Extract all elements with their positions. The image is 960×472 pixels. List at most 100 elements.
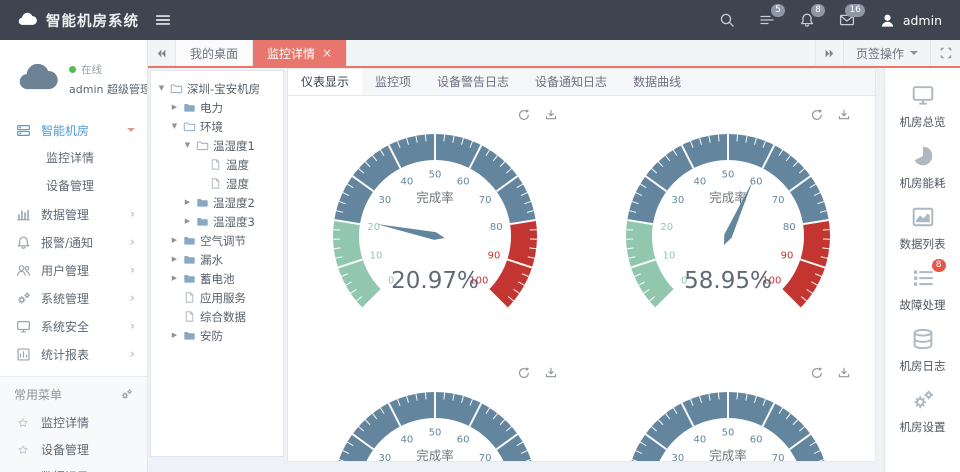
gauge-major-tick	[781, 289, 802, 309]
rightbar-item-room-setting[interactable]: 机房设置	[885, 388, 960, 449]
tree-node[interactable]: ▼ 深圳-宝安机房	[157, 79, 281, 98]
download-icon[interactable]	[544, 108, 558, 124]
gauge-minor-tick	[643, 288, 650, 294]
refresh-icon[interactable]	[517, 366, 531, 382]
gauge-minor-tick	[521, 273, 529, 277]
tree-node[interactable]: ▶ 温湿度2	[157, 193, 281, 212]
gauge-minor-tick	[745, 393, 748, 401]
online-dot	[69, 65, 76, 73]
sidebar-item-data-mgmt[interactable]: 数据管理 ›	[0, 200, 147, 228]
rightbar-item-room-log[interactable]: 机房日志	[885, 327, 960, 388]
tree-toggle-icon[interactable]: ▼	[171, 122, 178, 130]
download-icon[interactable]	[837, 108, 851, 124]
sidebar-item-smart-room[interactable]: 智能机房	[0, 116, 147, 144]
folder-icon	[183, 101, 196, 114]
gauge-minor-tick	[708, 135, 711, 143]
tree-node[interactable]: ▶ 空气调节	[157, 231, 281, 250]
refresh-icon[interactable]	[517, 108, 531, 124]
gauge-major-tick	[468, 402, 482, 427]
tree-node[interactable]: 应用服务	[157, 288, 281, 307]
tree-node[interactable]: 湿度	[157, 174, 281, 193]
tabs-scroll-left-icon[interactable]	[148, 40, 176, 66]
gauge-minor-tick	[452, 393, 455, 401]
tab-label: 监控详情	[267, 46, 316, 61]
gauge-major-tick	[495, 175, 518, 193]
download-icon[interactable]	[544, 366, 558, 382]
tree-node[interactable]: ▶ 电力	[157, 98, 281, 117]
users-icon	[16, 263, 31, 278]
tree-node[interactable]: ▼ 环境	[157, 117, 281, 136]
rightbar-item-data-list[interactable]: 数据列表	[885, 205, 960, 266]
favorite-item-device-mgmt[interactable]: 设备管理	[0, 436, 147, 463]
chevron-right-icon: ›	[129, 206, 135, 222]
folder-icon	[196, 215, 209, 228]
refresh-icon[interactable]	[810, 108, 824, 124]
tree-toggle-icon[interactable]: ▶	[171, 236, 178, 244]
gauge-minor-tick	[818, 458, 825, 461]
tree-toggle-icon[interactable]: ▶	[184, 198, 191, 206]
search-icon[interactable]	[719, 12, 735, 28]
tree-toggle-icon[interactable]: ▶	[171, 274, 178, 282]
profile-block: 在线 admin 超级管理员	[0, 40, 147, 116]
tabs-scroll-right-icon[interactable]	[814, 40, 843, 66]
gauge-minor-tick	[801, 296, 808, 302]
gauge-minor-tick	[371, 413, 377, 420]
gauge-minor-tick	[340, 273, 348, 277]
tab-my-desktop[interactable]: 我的桌面	[176, 40, 254, 66]
content-tab-1[interactable]: 监控项	[375, 75, 412, 89]
sidebar-item-system-mgmt[interactable]: 系统管理 ›	[0, 284, 147, 312]
tab-monitor-detail[interactable]: 监控详情 ×	[253, 40, 348, 66]
favorite-item-monitor-detail[interactable]: 监控详情	[0, 409, 147, 436]
content-tab-0[interactable]: 仪表显示	[288, 69, 363, 95]
tree-toggle-icon[interactable]: ▶	[171, 103, 178, 111]
tab-actions-dropdown[interactable]: 页签操作	[842, 40, 930, 66]
rightbar-item-room-energy[interactable]: 机房能耗	[885, 144, 960, 205]
refresh-icon[interactable]	[810, 366, 824, 382]
user-menu[interactable]: admin	[879, 12, 942, 29]
device-tree-panel: ▼ 深圳-宝安机房 ▶ 电力 ▼ 环境 ▼ 温湿度1 温度 湿度 ▶ 温湿度2 ▶ 温湿度3 ▶ 空气调节 ▶ 漏…	[150, 70, 284, 457]
gauge-minor-tick	[640, 441, 647, 447]
gauge-minor-tick	[379, 149, 385, 157]
tree-node[interactable]: ▼ 温湿度1	[157, 136, 281, 155]
gauge-major-tick	[495, 433, 518, 451]
tree-node[interactable]: ▶ 蓄电池	[157, 269, 281, 288]
gauge-minor-tick	[379, 407, 385, 415]
close-icon[interactable]: ×	[322, 46, 333, 60]
sidebar-item-stat-report[interactable]: 统计报表 ›	[0, 340, 147, 368]
content-tab-4[interactable]: 数据曲线	[633, 75, 682, 89]
tree-node[interactable]: ▶ 漏水	[157, 250, 281, 269]
content-tab-2[interactable]: 设备警告日志	[437, 75, 510, 89]
hamburger-menu-icon[interactable]	[154, 11, 172, 29]
rightbar-item-fault-handle[interactable]: 8 故障处理	[885, 259, 960, 327]
alerts-button[interactable]: 8	[799, 4, 825, 28]
chevron-down-icon	[127, 128, 135, 132]
rightbar-item-room-overview[interactable]: 机房总览	[885, 83, 960, 144]
sidebar-subitem-device-mgmt[interactable]: 设备管理	[46, 179, 95, 193]
tree-toggle-icon[interactable]: ▶	[171, 255, 178, 263]
content-tab-3[interactable]: 设备通知日志	[535, 75, 608, 89]
messages-button[interactable]: 16	[839, 4, 865, 28]
gauge-tick-label: 50	[722, 428, 735, 439]
tree-node[interactable]: 温度	[157, 155, 281, 174]
sidebar-item-system-safe[interactable]: 系统安全 ›	[0, 312, 147, 340]
gauge-tick-label: 40	[694, 176, 707, 187]
tree-node[interactable]: 综合数据	[157, 307, 281, 326]
gauge-minor-tick	[822, 247, 830, 250]
download-icon[interactable]	[837, 366, 851, 382]
gauge-minor-tick	[527, 256, 535, 259]
favorite-item-data-record[interactable]: 数据记录	[0, 463, 147, 472]
tree-toggle-icon[interactable]: ▼	[184, 141, 191, 149]
gauge-major-tick	[655, 289, 676, 309]
gauge-minor-tick	[792, 419, 799, 426]
fullscreen-icon[interactable]	[930, 40, 960, 66]
tree-node[interactable]: ▶ 安防	[157, 326, 281, 345]
tree-toggle-icon[interactable]: ▶	[171, 331, 178, 339]
gear-icon[interactable]	[120, 388, 133, 401]
tree-toggle-icon[interactable]: ▶	[184, 217, 191, 225]
sidebar-item-user-mgmt[interactable]: 用户管理 ›	[0, 256, 147, 284]
tasks-button[interactable]: 5	[759, 4, 785, 28]
tree-toggle-icon[interactable]: ▼	[158, 84, 165, 92]
sidebar-subitem-monitor-detail[interactable]: 监控详情	[46, 151, 95, 165]
sidebar-item-alarm-notify[interactable]: 报警/通知 ›	[0, 228, 147, 256]
tree-node[interactable]: ▶ 温湿度3	[157, 212, 281, 231]
